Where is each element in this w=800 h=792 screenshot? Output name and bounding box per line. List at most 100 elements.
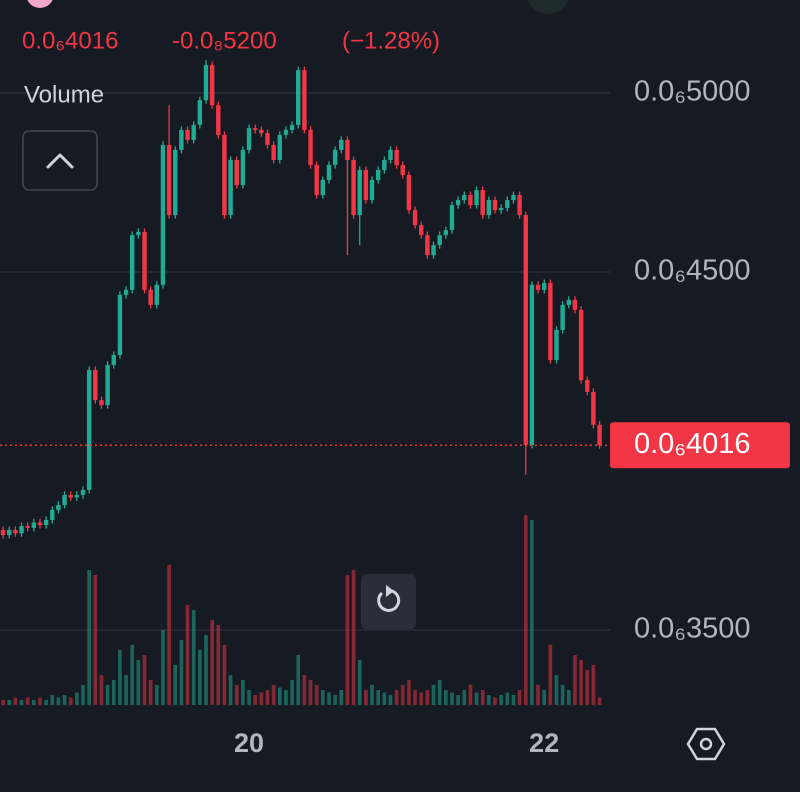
x-tick-label: 22 [529,728,559,758]
candle-body [142,231,147,290]
volume-bar [493,697,497,705]
volume-bar [234,685,239,705]
volume-bar [75,692,79,705]
volume-bar [7,700,12,705]
candle-body [216,105,221,135]
volume-bar [357,660,362,705]
volume-bar [431,685,436,705]
volume-bar [419,692,424,705]
volume-bar [443,690,448,705]
volume-bar [241,680,245,705]
volume-bar [573,655,577,705]
volume-bar [1,700,5,705]
volume-bar [31,700,36,705]
settings-button[interactable] [686,727,726,761]
candle-layer [0,60,602,539]
reset-button[interactable] [361,574,416,629]
volume-bar [185,605,190,705]
change-percent: (−1.28%) [342,27,440,54]
volume-bar [345,575,350,705]
candle-body [86,370,92,490]
volume-bar [68,697,73,705]
candle-body [560,304,565,330]
volume-bar [93,575,98,705]
volume-bar [253,695,258,705]
candle-body [37,522,43,525]
volume-bar [62,695,67,705]
volume-bar [105,685,110,705]
candle-body [406,174,412,211]
volume-bar [210,620,214,705]
candle-body [31,522,37,528]
candle-body [209,65,215,106]
volume-bar [314,685,319,705]
volume-bar [407,680,411,705]
volume-bar [124,675,128,705]
volume-bar [118,650,122,705]
volume-bar [247,690,251,705]
candle-body [382,159,387,170]
candle-body [136,231,141,236]
top-button[interactable] [526,0,570,14]
candle-body [412,210,418,226]
candle-body [474,190,479,206]
volume-bar [456,695,460,705]
volume-bar [161,630,165,705]
candle-body [43,519,49,525]
volume-bar [585,670,590,705]
candle-body [541,283,547,290]
volume-bar [271,685,276,705]
candle-body [160,144,166,285]
volume-bar [191,610,196,705]
volume-bar [376,690,381,705]
candle-body [597,424,602,446]
candle-body [308,129,313,165]
volume-bar [179,640,184,705]
candle-body [462,195,467,201]
volume-bar [388,695,393,705]
candle-body [345,139,350,160]
volume-bar [154,685,159,705]
volume-bar [216,625,221,705]
candle-body [271,144,276,160]
candle-body [173,149,178,216]
candle-body [13,530,18,534]
candle-body [585,380,590,392]
volume-bar [517,690,522,705]
volume-bar [308,680,313,705]
candle-body [498,207,504,211]
volume-bar [290,680,294,705]
volume-bar [19,700,24,705]
candle-body [529,284,535,445]
candle-body [62,494,67,505]
candle-body [511,195,516,201]
candle-body [191,124,196,140]
candle-body [517,195,522,216]
volume-bar [499,695,504,705]
candle-body [548,283,553,361]
candle-body [80,489,86,495]
volume-bar [523,515,528,705]
candle-body [314,164,319,196]
change-value: -0.0₈5200 [172,27,277,54]
volume-bar [198,650,202,705]
candle-body [480,190,485,216]
volume-bar [81,685,85,705]
candle-body [566,299,572,305]
volume-bar [38,697,42,705]
volume-bar [542,690,547,705]
collapse-button[interactable] [22,130,98,191]
volume-bar [277,687,282,705]
candle-body [289,124,295,130]
last-price-tag [610,422,790,469]
candle-body [240,149,246,186]
volume-bar [136,660,141,705]
candle-body [277,134,283,160]
candle-body [339,139,344,150]
volume-bar [142,655,147,705]
volume-bar [339,690,344,705]
volume-layer [1,515,602,705]
candle-body [332,149,338,165]
volume-bar [320,690,325,705]
